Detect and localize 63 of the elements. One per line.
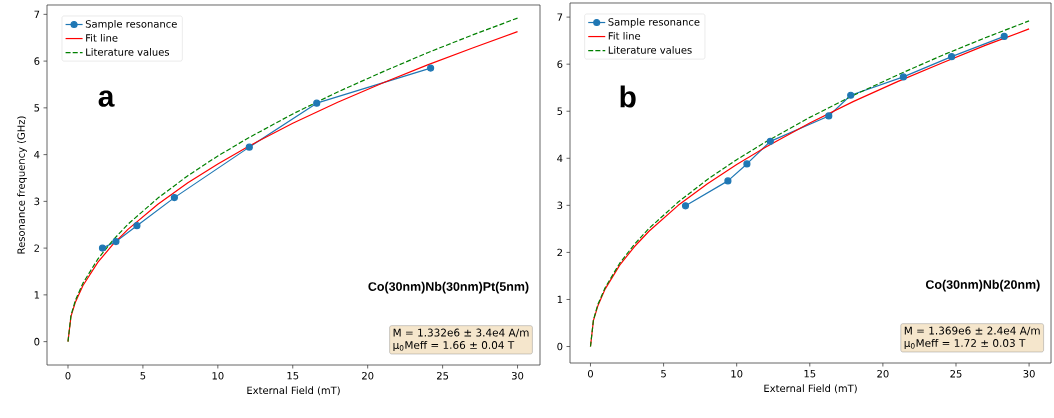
y-tick-label: 7	[34, 10, 40, 18]
y-tick-label: 1	[557, 295, 563, 304]
annotation: Co(30nm)Nb(20nm)	[925, 279, 1040, 292]
annotation: a	[98, 90, 115, 107]
annotation: μ$_{0}$Meff = 1.72 ± 0.03 T	[904, 338, 1026, 350]
x-tick-label: 5	[661, 370, 666, 378]
point	[825, 112, 833, 120]
legend-label: Literature values	[608, 46, 692, 54]
point	[313, 99, 321, 107]
y-tick-label: 1	[34, 291, 40, 299]
point	[98, 244, 107, 252]
annotation: M = 1.332e6 ± 3.4e4 A/m	[393, 328, 529, 338]
y-tick-label: 6	[34, 57, 40, 65]
annotation: M = 1.369e6 ± 2.4e4 A/m	[904, 326, 1040, 336]
x-tick-label: 5	[140, 372, 146, 380]
annotation: b	[620, 85, 636, 108]
legend-label: Fit line	[86, 34, 118, 42]
y-tick-label: 5	[557, 107, 563, 115]
legend-label: Sample resonance	[85, 19, 177, 30]
point	[681, 202, 690, 210]
x-tick-label: 10	[731, 369, 743, 378]
y-tick-label: 0	[34, 337, 40, 346]
point	[766, 137, 774, 145]
point	[112, 237, 120, 246]
point	[133, 222, 141, 230]
point	[948, 53, 956, 61]
y-tick-label: 2	[557, 248, 563, 257]
x-tick-label: 25	[437, 371, 449, 380]
point	[743, 160, 751, 168]
x-tick-label: 30	[1023, 369, 1035, 378]
x-tick-label: 25	[950, 369, 962, 378]
x-tick-label: 30	[511, 371, 524, 380]
y-tick-label: 4	[34, 150, 40, 159]
legend-label: Literature values	[86, 48, 170, 56]
y-tick-label: 5	[34, 104, 40, 112]
x-axis-title: External Field (mT)	[247, 386, 340, 396]
x-axis-title: External Field (mT)	[764, 384, 857, 394]
y-tick-label: 6	[557, 60, 563, 68]
y-tick-label: 4	[557, 154, 563, 162]
x-tick-label: 20	[877, 369, 889, 378]
point	[724, 177, 732, 185]
x-tick-label: 15	[287, 372, 299, 380]
point	[1000, 32, 1008, 40]
point	[427, 64, 435, 72]
y-tick-label: 7	[557, 13, 563, 21]
x-tick-label: 0	[587, 369, 593, 378]
y-tick-label: 2	[34, 244, 39, 252]
x-tick-label: 15	[804, 370, 816, 378]
y-tick-label: 3	[34, 197, 40, 206]
point	[245, 143, 253, 151]
y-tick-label: 3	[557, 201, 563, 210]
legend-label: Fit line	[608, 32, 641, 40]
x-tick-label: 0	[65, 371, 71, 380]
point	[899, 73, 907, 81]
point	[170, 194, 178, 202]
annotation: μ$_{0}$Meff = 1.66 ± 0.04 T	[393, 340, 515, 352]
y-tick-label: 0	[557, 342, 563, 351]
x-tick-label: 10	[212, 371, 224, 380]
annotation: Co(30nm)Nb(30nm)Pt(5nm)	[368, 281, 529, 294]
point	[847, 91, 855, 99]
legend-label: Sample resonance	[608, 17, 700, 28]
y-axis-title: Resonance frequency (GHz)	[17, 116, 27, 254]
x-tick-label: 20	[362, 371, 374, 380]
